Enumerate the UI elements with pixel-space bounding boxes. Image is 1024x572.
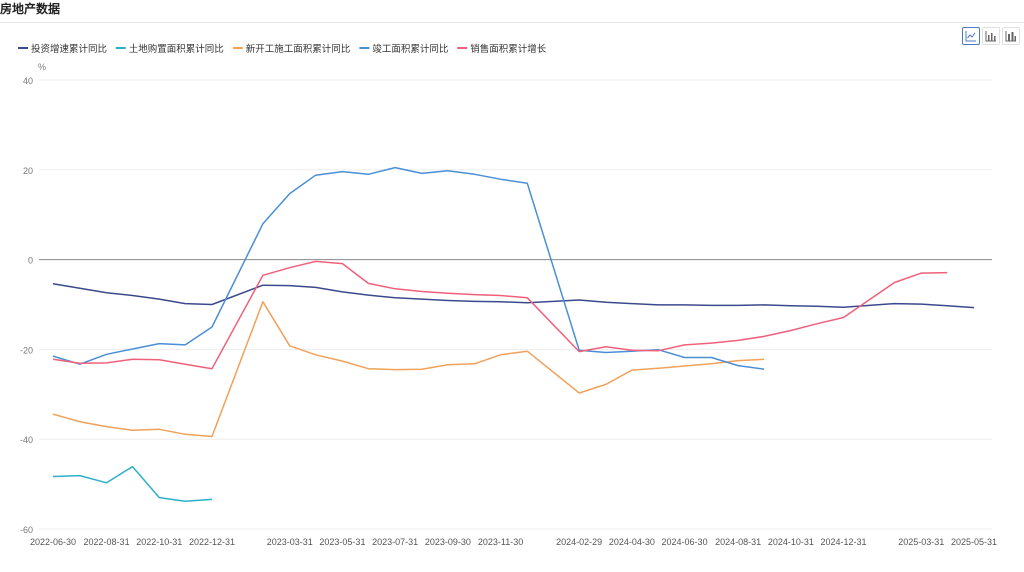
bar-chart-button[interactable] — [982, 27, 1000, 45]
stacked-bar-button[interactable] — [1002, 27, 1020, 45]
line-chart-icon — [965, 31, 976, 42]
bar-chart-icon — [985, 31, 996, 42]
chart-type-switcher — [960, 27, 1020, 45]
chart-panel — [0, 22, 1024, 572]
stacked-bar-icon — [1005, 31, 1016, 42]
line-chart-button[interactable] — [962, 27, 980, 45]
page-title: 房地产数据 — [0, 2, 61, 16]
